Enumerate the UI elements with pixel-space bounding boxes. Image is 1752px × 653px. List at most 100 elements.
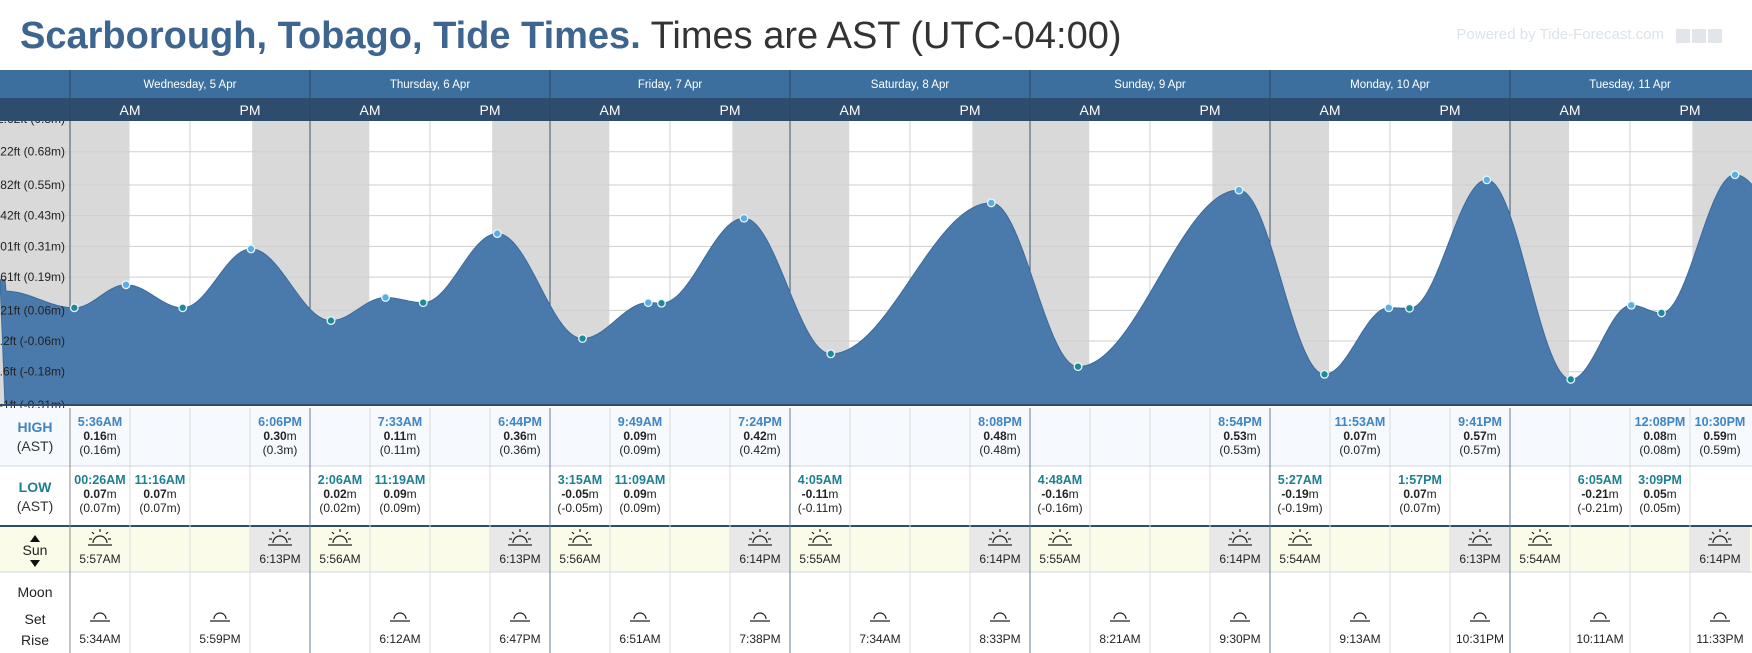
sunrise-time: 5:54AM bbox=[1279, 552, 1320, 566]
moonset-icon bbox=[870, 612, 890, 622]
am-label: AM bbox=[600, 102, 621, 118]
high-row-label: HIGH bbox=[18, 419, 53, 435]
low-tide-cell: 5:27AM-0.19m(-0.19m) bbox=[1277, 473, 1322, 515]
tide-height: -0.19m bbox=[1281, 487, 1318, 501]
tide-height: 0.07m bbox=[1403, 487, 1436, 501]
y-tick-label: -0.6ft (-0.18m) bbox=[0, 365, 65, 379]
tide-height: -0.11m bbox=[802, 487, 839, 501]
ampm-header-bar bbox=[0, 98, 1752, 121]
day-label: Saturday, 8 Apr bbox=[871, 79, 950, 91]
sunset-cell-bg bbox=[970, 526, 1030, 572]
day-label: Wednesday, 5 Apr bbox=[144, 79, 237, 91]
tide-height-metric: (0.11m) bbox=[380, 443, 420, 457]
pm-label: PM bbox=[480, 102, 501, 118]
sunset-cell-bg bbox=[730, 526, 790, 572]
moon-row-label: Moon bbox=[17, 584, 52, 600]
tide-time: 12:08PM bbox=[1635, 415, 1686, 429]
day-label: Thursday, 6 Apr bbox=[390, 79, 470, 91]
tide-height-metric: (0.57m) bbox=[1459, 443, 1500, 457]
tide-time: 00:26AM bbox=[74, 473, 125, 487]
tide-height-metric: (0.07m) bbox=[139, 501, 180, 515]
low-tide-point bbox=[178, 303, 188, 313]
day-label: Friday, 7 Apr bbox=[638, 79, 703, 91]
moonrise-icon bbox=[990, 612, 1010, 622]
sunrise-time: 5:56AM bbox=[559, 552, 600, 566]
high-tide-point bbox=[1482, 175, 1492, 185]
moonrise-icon bbox=[1710, 612, 1730, 622]
sunset-cell-bg bbox=[1210, 526, 1270, 572]
sunset-icon bbox=[508, 529, 532, 546]
high-tide-point bbox=[381, 293, 390, 302]
sunrise-time: 5:54AM bbox=[1519, 552, 1560, 566]
y-tick-label: 1.42ft (0.43m) bbox=[0, 209, 65, 223]
sunset-time: 6:14PM bbox=[1699, 552, 1740, 566]
pm-label: PM bbox=[720, 102, 741, 118]
moonrise-time: 7:38PM bbox=[739, 632, 780, 646]
powered-by: Powered by Tide-Forecast.com bbox=[1456, 26, 1722, 43]
low-tide-point bbox=[1405, 303, 1414, 313]
powered-by-link[interactable]: Powered by Tide-Forecast.com bbox=[1456, 26, 1664, 43]
tide-height: 0.02m bbox=[323, 487, 356, 501]
low-tide-point bbox=[418, 298, 428, 308]
day-label: Tuesday, 11 Apr bbox=[1589, 79, 1671, 91]
tide-height-metric: (0.05m) bbox=[1639, 501, 1680, 515]
am-label: AM bbox=[1320, 102, 1341, 118]
arrow-down-icon bbox=[30, 560, 40, 567]
low-tide-point bbox=[657, 298, 666, 308]
title-timezone: Times are AST (UTC-04:00) bbox=[650, 15, 1122, 57]
high-tide-point bbox=[492, 229, 502, 239]
high-tide-point bbox=[739, 213, 749, 223]
sunset-icon bbox=[1228, 529, 1252, 546]
y-tick-label: 0.21ft (0.06m) bbox=[0, 303, 65, 317]
high-tide-point bbox=[246, 244, 256, 254]
moonset-icon bbox=[1110, 612, 1130, 622]
moonrise-icon bbox=[750, 612, 770, 622]
moonrise-time: 5:59PM bbox=[199, 632, 240, 646]
tide-height: 0.07m bbox=[1343, 429, 1376, 443]
table-grid bbox=[0, 408, 1752, 653]
tide-height: 0.16m bbox=[83, 429, 116, 443]
tide-height: 0.09m bbox=[623, 487, 656, 501]
y-tick-label: 1.82ft (0.55m) bbox=[0, 178, 65, 192]
tide-time: 8:54PM bbox=[1218, 415, 1262, 429]
moonrise-label: Rise bbox=[21, 632, 49, 648]
sunset-cell-bg bbox=[1450, 526, 1510, 572]
am-label: AM bbox=[360, 102, 381, 118]
unit-toggle-icons[interactable] bbox=[1674, 28, 1722, 43]
tide-height-metric: (-0.21m) bbox=[1577, 501, 1622, 515]
tide-points bbox=[69, 170, 1740, 384]
high-tide-point bbox=[643, 298, 653, 308]
pm-label: PM bbox=[960, 102, 981, 118]
sunset-cell-bg bbox=[490, 526, 550, 572]
tide-height-metric: (0.07m) bbox=[79, 501, 120, 515]
tide-height-metric: (0.53m) bbox=[1219, 443, 1260, 457]
tide-time: 5:27AM bbox=[1278, 473, 1322, 487]
high-tide-point bbox=[1384, 303, 1394, 313]
moonset-time: 7:34AM bbox=[859, 632, 900, 646]
tide-time: 2:06AM bbox=[318, 473, 362, 487]
high-tide-point bbox=[1234, 185, 1244, 195]
tide-time: 11:53AM bbox=[1335, 415, 1386, 429]
moonrise-time: 10:31PM bbox=[1456, 632, 1504, 646]
tide-height-metric: (0.02m) bbox=[319, 501, 360, 515]
sunset-icon bbox=[988, 529, 1012, 546]
pm-label: PM bbox=[240, 102, 261, 118]
moonset-time: 6:51AM bbox=[619, 632, 660, 646]
tide-time: 7:24PM bbox=[738, 415, 782, 429]
tide-time: 6:06PM bbox=[258, 415, 302, 429]
tide-time: 1:57PM bbox=[1398, 473, 1442, 487]
moonset-time: 6:12AM bbox=[379, 632, 420, 646]
day-header-bar bbox=[0, 70, 1752, 98]
am-label: AM bbox=[840, 102, 861, 118]
high-tide-point bbox=[121, 280, 131, 290]
tide-time: 4:05AM bbox=[798, 473, 842, 487]
tide-height-metric: (0.09m) bbox=[619, 443, 660, 457]
